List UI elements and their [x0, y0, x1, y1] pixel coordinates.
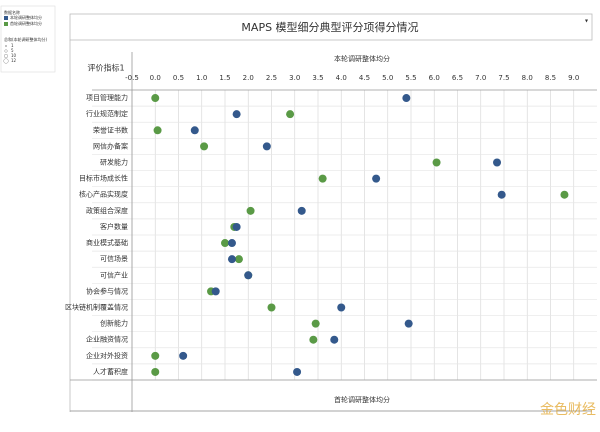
dot	[402, 94, 411, 103]
x-tick-label: 1.0	[196, 74, 207, 82]
x-tick-label: 2.0	[243, 74, 254, 82]
dot	[262, 142, 271, 151]
dot	[404, 319, 413, 328]
dot	[286, 110, 295, 119]
legend-label: 本轮调研整体均分	[10, 14, 42, 20]
dot	[497, 190, 506, 199]
dot	[151, 94, 160, 103]
x-tick-label: 5.5	[405, 74, 416, 82]
dot	[493, 158, 502, 167]
x-tick-label: 7.0	[475, 74, 486, 82]
dot	[318, 174, 327, 183]
y-tick-label: 可信产业	[100, 270, 128, 279]
x-tick-label: 3.5	[312, 74, 323, 82]
dot	[297, 206, 306, 215]
y-tick-label: 创新能力	[100, 319, 128, 328]
y-tick-label: 荣誉证书数	[93, 125, 128, 134]
x-tick-label: 6.0	[429, 74, 440, 82]
x-tick-label: 8.0	[522, 74, 533, 82]
dropdown-icon[interactable]: ▾	[585, 18, 588, 25]
y-tick-label: 客户数量	[100, 222, 128, 231]
x-tick-label: 5.0	[382, 74, 393, 82]
dot	[211, 287, 220, 296]
y-tick-label: 核心产品实现度	[79, 190, 128, 199]
y-tick-label: 网信办备案	[93, 141, 128, 150]
dot	[246, 206, 255, 215]
dot	[330, 335, 339, 344]
y-tick-label: 项目管理能力	[86, 93, 128, 102]
size-legend-symbol	[3, 58, 9, 64]
x-tick-label: 9.0	[568, 74, 579, 82]
size-legend-label: 10	[11, 53, 17, 58]
y-tick-label: 可信场景	[100, 254, 128, 263]
dot	[179, 351, 188, 360]
dot	[227, 239, 236, 248]
dot	[293, 367, 302, 376]
size-legend-symbol	[3, 54, 8, 59]
legend-title: 数据名称	[4, 9, 20, 15]
size-legend-title: 总和(本轮调研整体均分)	[4, 36, 48, 42]
dot	[267, 303, 276, 312]
dot	[560, 190, 569, 199]
legend-swatch	[4, 22, 8, 26]
dot	[153, 126, 162, 135]
y-tick-label: 企业融资情况	[86, 335, 128, 344]
chart-title: MAPS 模型细分典型评分项得分情况	[241, 20, 418, 34]
title-box	[69, 13, 593, 41]
size-legend-label: 12	[11, 58, 17, 63]
y-tick-label: 协会参与情况	[86, 286, 128, 295]
legend-swatch	[4, 16, 8, 20]
x-tick-label: 1.5	[219, 74, 230, 82]
watermark: 金色财经	[540, 401, 596, 418]
y-tick-label: 企业对外投资	[86, 351, 128, 360]
x-axis-title-top: 本轮调研整体均分	[334, 54, 390, 63]
x-tick-label: 0.0	[150, 74, 161, 82]
size-legend-label: 5	[11, 48, 14, 53]
dot	[234, 255, 243, 264]
y-tick-label: 区块链机制覆盖情况	[65, 303, 128, 312]
y-tick-label: 行业规范制定	[86, 109, 128, 118]
dot	[200, 142, 209, 151]
x-tick-label: 6.5	[452, 74, 463, 82]
dot	[244, 271, 253, 280]
dot	[309, 335, 318, 344]
dot	[227, 255, 236, 264]
dot	[232, 222, 241, 231]
y-tick-label: 研发能力	[100, 158, 128, 167]
legend-label: 首轮调研整体均分	[10, 20, 42, 26]
dot	[190, 126, 199, 135]
x-tick-label: 2.5	[266, 74, 277, 82]
size-legend-symbol	[4, 45, 7, 48]
legend-box	[0, 5, 56, 73]
y-tick-label: 商业模式基础	[86, 238, 128, 247]
x-tick-label: 8.5	[545, 74, 556, 82]
y-tick-label: 人才蓄积度	[93, 367, 128, 376]
dot	[337, 303, 346, 312]
y-tick-label: 目标市场成长性	[79, 174, 128, 183]
category-header: 评价指标1	[87, 63, 124, 73]
dot	[151, 351, 160, 360]
dot	[221, 239, 229, 248]
y-tick-label: 政策组合深度	[86, 206, 128, 215]
x-tick-label: 0.5	[173, 74, 184, 82]
size-legend-symbol	[4, 49, 8, 53]
dot	[232, 110, 241, 119]
x-tick-label: 4.0	[336, 74, 347, 82]
x-tick-label: 7.5	[498, 74, 509, 82]
dot	[311, 319, 320, 328]
x-tick-label: 4.5	[359, 74, 370, 82]
x-tick-label: 3.0	[289, 74, 300, 82]
dot	[151, 367, 160, 376]
size-legend-label: 1	[11, 43, 14, 48]
dot	[432, 158, 441, 167]
x-axis-title-bottom: 首轮调研整体均分	[334, 395, 390, 404]
dot	[372, 174, 381, 183]
